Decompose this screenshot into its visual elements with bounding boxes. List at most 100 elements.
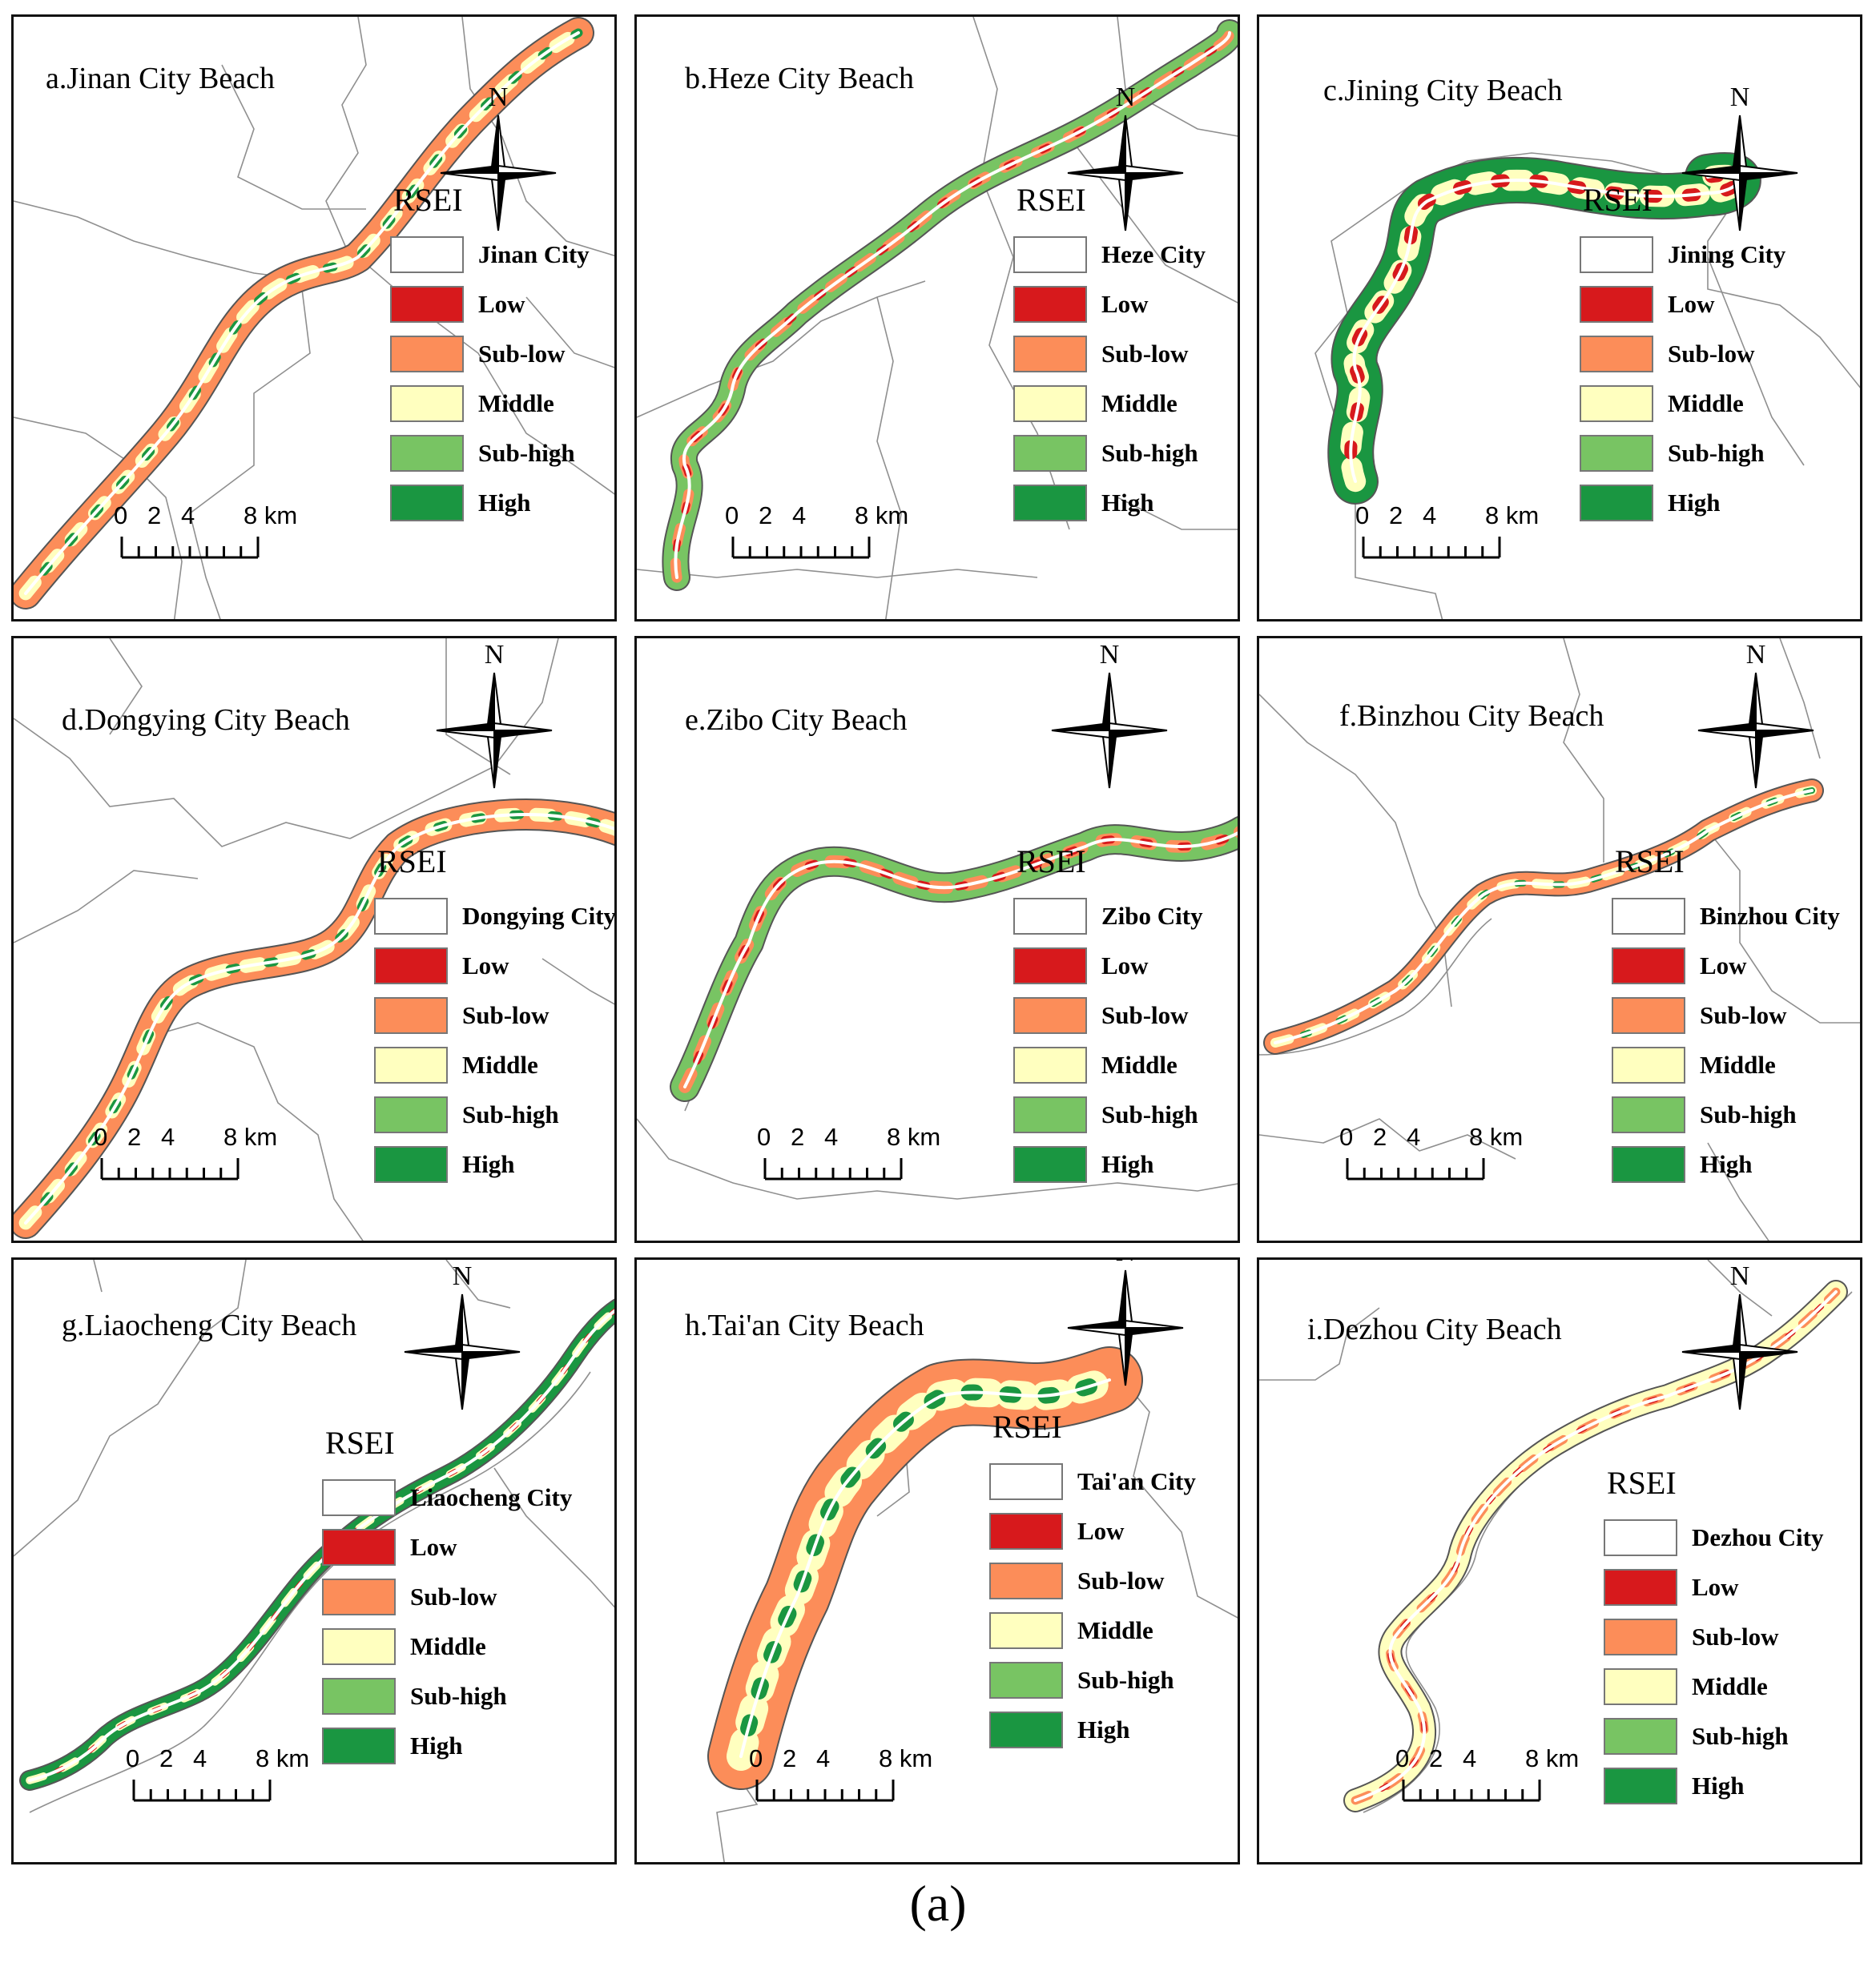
legend-title: RSEI bbox=[377, 843, 447, 879]
legend-item-high: High bbox=[1604, 1761, 1823, 1811]
admin-boundary bbox=[1259, 1118, 1516, 1160]
legend-label: High bbox=[1692, 1772, 1745, 1800]
legend-label: Dongying City bbox=[462, 902, 617, 930]
legend-item-subhigh: Sub-high bbox=[322, 1671, 572, 1721]
legend-item-high: High bbox=[374, 1140, 614, 1189]
map-canvas bbox=[707, 1346, 1238, 1862]
admin-boundary bbox=[1563, 638, 1604, 863]
legend-label: Sub-low bbox=[410, 1583, 497, 1611]
legend-swatch bbox=[989, 1463, 1063, 1500]
admin-boundary bbox=[876, 296, 902, 619]
north-arrow-icon: N bbox=[1067, 82, 1184, 231]
legend-label: Sub-high bbox=[410, 1682, 507, 1710]
legend-item-sublow: Sub-low bbox=[1013, 991, 1203, 1040]
legend-item-city: Heze City bbox=[1013, 230, 1206, 280]
legend-swatch bbox=[322, 1628, 396, 1665]
compass-arm bbox=[1731, 115, 1741, 174]
compass-arm bbox=[436, 722, 495, 731]
legend-label: High bbox=[1077, 1716, 1130, 1744]
rsei-legend: RSEI Binzhou City Low Sub-low Middle Sub-high… bbox=[1612, 843, 1840, 1189]
scale-bar-ruler bbox=[120, 537, 260, 559]
compass-arm bbox=[1125, 172, 1184, 182]
legend-swatch bbox=[374, 997, 448, 1034]
admin-boundary bbox=[1259, 1307, 1380, 1381]
map-panel-e: e.Zibo City Beach N 0 2 4 8 km RSEI Zibo City Lo… bbox=[634, 636, 1240, 1243]
river-channel bbox=[674, 31, 1231, 579]
compass-arm bbox=[1739, 115, 1749, 174]
scale-tick-label: 2 bbox=[159, 1744, 174, 1772]
admin-boundary bbox=[14, 718, 351, 847]
compass-arm bbox=[440, 172, 499, 182]
legend-item-middle: Middle bbox=[1580, 379, 1785, 428]
compass-arm bbox=[493, 722, 553, 731]
admin-boundary bbox=[109, 638, 143, 735]
legend-item-low: Low bbox=[1013, 941, 1203, 991]
legend-item-low: Low bbox=[374, 941, 614, 991]
scale-bar-ruler bbox=[763, 1158, 903, 1181]
map-canvas bbox=[1259, 638, 1860, 1241]
panel-title: i.Dezhou City Beach bbox=[1307, 1313, 1562, 1346]
panel-title: f.Binzhou City Beach bbox=[1339, 699, 1604, 733]
legend-swatch bbox=[1013, 1047, 1087, 1084]
scale-bar-ruler bbox=[755, 1780, 895, 1802]
compass-arm bbox=[1739, 1351, 1798, 1361]
scale-bar-ruler bbox=[1346, 1158, 1485, 1181]
map-panel-i: i.Dezhou City Beach N 0 2 4 8 km RSEI Dezhou Ci… bbox=[1257, 1257, 1862, 1864]
legend-swatch bbox=[374, 1146, 448, 1183]
scale-tick-label: 4 bbox=[181, 501, 195, 529]
compass-arm bbox=[1697, 722, 1757, 731]
scale-tick-label: 4 bbox=[792, 501, 807, 529]
admin-boundary bbox=[1117, 17, 1238, 137]
legend-label: Middle bbox=[462, 1051, 538, 1079]
legend-swatch bbox=[322, 1479, 396, 1516]
scale-bar-ruler bbox=[100, 1158, 240, 1181]
legend-label: Jining City bbox=[1668, 240, 1786, 268]
legend-label: High bbox=[1101, 1150, 1154, 1178]
legend-label: Liaocheng City bbox=[410, 1483, 573, 1511]
compass-arm bbox=[485, 672, 495, 731]
legend-title: RSEI bbox=[1017, 182, 1086, 218]
legend-swatch bbox=[1612, 997, 1685, 1034]
panel-title: g.Liaocheng City Beach bbox=[62, 1309, 357, 1342]
admin-boundary bbox=[445, 638, 511, 775]
legend-swatch bbox=[1013, 1146, 1087, 1183]
scale-tick-label: 2 bbox=[791, 1123, 805, 1151]
river-channel bbox=[683, 831, 1238, 1088]
legend-item-high: High bbox=[1580, 478, 1785, 528]
legend-item-high: High bbox=[390, 478, 590, 528]
compass-arm bbox=[436, 730, 495, 739]
legend-swatch bbox=[1604, 1718, 1677, 1755]
legend-swatch bbox=[1580, 435, 1653, 472]
compass-arm bbox=[1125, 1319, 1184, 1329]
north-label: N bbox=[1730, 82, 1750, 112]
legend-item-city: Tai'an City bbox=[989, 1457, 1196, 1506]
legend-title: RSEI bbox=[992, 1409, 1062, 1445]
scale-tick-label: 0 bbox=[1339, 1123, 1354, 1151]
scale-tick-label: 0 bbox=[1395, 1744, 1410, 1772]
legend-item-subhigh: Sub-high bbox=[1580, 428, 1785, 478]
north-label: N bbox=[485, 640, 505, 670]
compass-arm bbox=[1681, 1343, 1741, 1353]
compass-arm bbox=[1755, 730, 1765, 789]
legend-swatch bbox=[1580, 385, 1653, 422]
legend-item-high: High bbox=[1013, 1140, 1203, 1189]
legend-item-middle: Middle bbox=[1013, 379, 1206, 428]
scale-tick-label: 2 bbox=[759, 501, 773, 529]
scale-tick-label: 4 bbox=[1423, 501, 1437, 529]
scale-tick-label: 4 bbox=[161, 1123, 175, 1151]
legend-label: Zibo City bbox=[1101, 902, 1203, 930]
compass-arm bbox=[1125, 1327, 1184, 1337]
legend-label: Sub-low bbox=[1101, 340, 1189, 368]
compass-arm bbox=[1067, 1319, 1126, 1329]
scale-tick-label: 0 bbox=[757, 1123, 771, 1151]
legend-swatch bbox=[1612, 898, 1685, 935]
compass-arm bbox=[1739, 1351, 1749, 1410]
legend-title: RSEI bbox=[325, 1425, 395, 1461]
legend-swatch bbox=[390, 435, 464, 472]
compass-arm bbox=[1755, 672, 1765, 731]
legend-item-sublow: Sub-low bbox=[374, 991, 614, 1040]
scale-tick-label: 4 bbox=[1463, 1744, 1477, 1772]
legend-label: Middle bbox=[1101, 389, 1178, 417]
